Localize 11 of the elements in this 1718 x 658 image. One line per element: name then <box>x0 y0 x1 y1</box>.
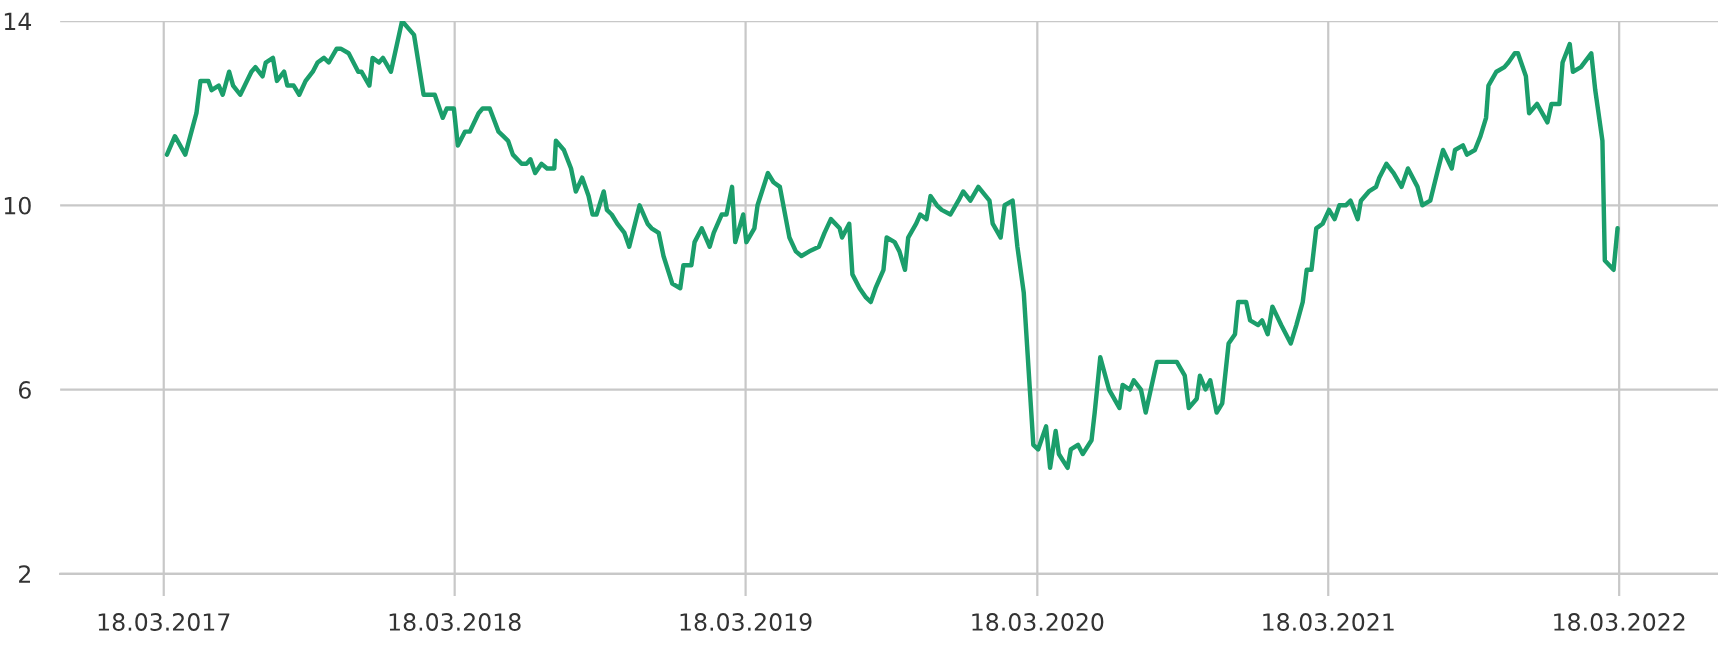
x-tick-label: 18.03.2017 <box>98 613 230 631</box>
x-tick-label: 18.03.2018 <box>389 613 521 631</box>
x-tick-label: 18.03.2021 <box>1263 613 1394 631</box>
x-tick-label: 18.03.2019 <box>680 613 812 631</box>
x-tick-label: 18.03.2022 <box>1554 613 1685 631</box>
line-series <box>164 21 1620 471</box>
y-tick-label: 2 <box>19 565 30 583</box>
x-tick-label: 18.03.2020 <box>972 613 1104 631</box>
y-tick-label: 14 <box>4 12 32 31</box>
y-tick-label: 10 <box>4 196 31 215</box>
y-tick-label: 6 <box>18 380 31 399</box>
